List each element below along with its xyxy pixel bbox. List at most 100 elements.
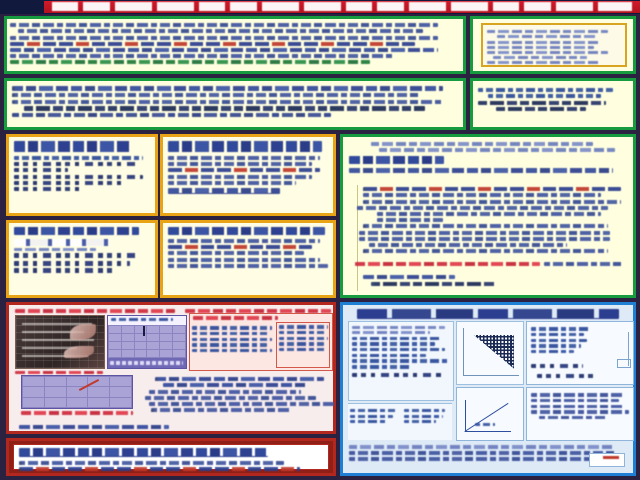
note-formula <box>531 363 583 368</box>
experiment-photo-caption <box>15 309 175 313</box>
formula-lower-middle-line <box>168 257 320 262</box>
calc-line <box>352 326 446 330</box>
experiment-results-panel <box>6 302 336 434</box>
note-line <box>497 35 598 39</box>
formula-panel-lower-left <box>6 220 158 298</box>
conclusion-line <box>19 467 300 472</box>
appendix-footer-line <box>349 457 608 462</box>
intro-line <box>18 29 423 34</box>
formula-left-line <box>14 174 144 179</box>
conclusion-line <box>19 461 285 465</box>
handwritten-note-panel <box>470 16 636 74</box>
summary-bullet <box>12 86 443 92</box>
analysis-bullet-highlight <box>355 262 540 267</box>
subnote-line <box>404 419 437 424</box>
formula-middle-line-highlight <box>168 168 320 173</box>
experiment-note <box>19 425 169 430</box>
analysis-caption-line <box>478 100 606 105</box>
formula-middle-line <box>168 162 312 167</box>
analysis-header-note <box>379 148 616 153</box>
appendix-footer-line <box>349 445 614 449</box>
subnote-line <box>404 409 446 413</box>
note-line <box>487 40 601 44</box>
formula-middle-subheading <box>168 187 280 194</box>
experiment-note <box>145 395 316 400</box>
table-right-row <box>192 331 270 336</box>
formula-panel-middle <box>160 134 336 216</box>
table-right-header <box>193 316 279 320</box>
analysis-bullet <box>377 218 443 223</box>
table-left-footer <box>110 361 184 365</box>
formula-middle-line <box>168 156 320 160</box>
legend-line <box>531 393 625 397</box>
analysis-heading <box>349 156 444 165</box>
formula-panel-left <box>6 134 158 216</box>
table-row <box>108 333 186 342</box>
formula-lower-left-line <box>14 253 137 259</box>
appendix-calc-block <box>348 321 454 401</box>
summary-bullet <box>24 105 426 111</box>
subnote-line <box>350 419 389 424</box>
table-right-col2-row <box>279 325 328 329</box>
subnote-line <box>350 409 396 413</box>
note-line <box>487 61 601 65</box>
table-row <box>22 386 132 398</box>
experiment-table-right <box>189 313 333 371</box>
formula-left-line <box>14 180 123 185</box>
analysis-bullet <box>363 187 621 192</box>
formula-boxed-label <box>14 239 110 246</box>
appendix-legend-block <box>526 387 634 441</box>
table-right-col2-row <box>279 347 327 352</box>
experiment-photo-subcaption <box>15 371 103 375</box>
table-right-row <box>192 343 268 347</box>
appendix-histogram-block <box>456 321 524 385</box>
formula-lower-middle-line <box>168 263 328 268</box>
analysis-bullet <box>544 262 624 267</box>
poster-title <box>52 1 632 11</box>
calc-line <box>352 347 446 352</box>
formula-lower-left-line <box>14 248 96 252</box>
intro-line <box>10 23 438 28</box>
legend-line <box>531 410 629 414</box>
experiment-table-left <box>107 315 187 369</box>
calc-line <box>352 336 441 341</box>
analysis-caption-line <box>496 106 586 111</box>
appendix-panel <box>340 302 636 476</box>
analysis-caption-line <box>478 88 613 93</box>
calc-line <box>352 342 436 346</box>
analysis-bullet <box>363 249 608 254</box>
formula-left-line <box>14 186 82 191</box>
introduction-panel <box>4 16 466 74</box>
calc-line <box>352 353 426 358</box>
note-line <box>487 50 608 54</box>
formula-lower-middle-heading <box>168 227 325 235</box>
summary-bullet <box>12 99 443 104</box>
table-row <box>108 349 186 358</box>
table-row <box>108 325 186 334</box>
intro-line <box>10 47 438 52</box>
appendix-heading <box>357 309 619 319</box>
table-right-row <box>192 348 272 353</box>
formula-left-heading <box>14 141 131 152</box>
formula-lower-middle-line <box>168 239 320 243</box>
note-line <box>531 338 587 343</box>
analysis-bullet <box>357 205 608 210</box>
analysis-subheading <box>349 168 614 174</box>
appendix-subnote-block <box>348 403 452 440</box>
analysis-footer <box>363 275 456 280</box>
analysis-bullet <box>377 211 602 216</box>
formula-middle-heading <box>168 141 322 152</box>
formula-left-line <box>14 168 69 173</box>
table-row <box>108 341 186 350</box>
table-right-col2-row <box>279 336 328 341</box>
experiment-table-secondary-caption <box>21 411 133 415</box>
analysis-bullet <box>359 236 610 241</box>
conclusion-heading <box>19 448 269 457</box>
appendix-geometry-block <box>456 387 524 441</box>
note-line <box>487 30 608 34</box>
intro-line <box>10 54 393 59</box>
table-right-col2-row <box>279 342 324 346</box>
appendix-note-block <box>526 321 634 385</box>
analysis-bullet <box>359 230 610 235</box>
